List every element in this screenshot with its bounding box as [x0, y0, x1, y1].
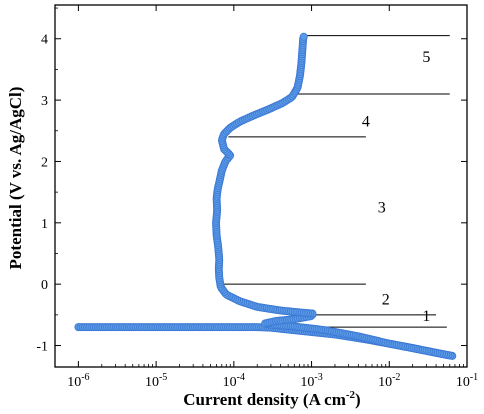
- y-tick-label: 1: [41, 217, 48, 232]
- annotation-label-5: 5: [422, 49, 430, 66]
- x-axis-title-superscript: -2: [346, 389, 356, 401]
- annotation-label-2: 2: [382, 292, 390, 309]
- x-axis: 10-6 10-5 10-4 10-3 10-2 10-1: [67, 5, 478, 390]
- y-axis: -1 0 1 2 3 4: [36, 7, 467, 355]
- annotation-label-3: 3: [378, 199, 386, 216]
- data-point: [299, 32, 308, 41]
- y-tick-label: 0: [41, 278, 48, 293]
- x-axis-title: Current density (A cm-2): [183, 389, 360, 409]
- y-axis-title: Potential (V vs. Ag/AgCl): [6, 87, 25, 270]
- y-tick-label: 2: [41, 155, 48, 170]
- y-tick-label: 4: [41, 33, 48, 48]
- annotation-layer: 1 2 3 4 5: [220, 35, 450, 328]
- x-tick-label: 10-1: [456, 372, 478, 390]
- x-tick-label: 10-4: [223, 372, 245, 390]
- x-tick-label: 10-5: [145, 372, 167, 390]
- x-axis-title-suffix: ): [355, 390, 361, 409]
- x-tick-label: 10-2: [378, 372, 400, 390]
- y-tick-label: 3: [41, 94, 48, 109]
- annotation-label-1: 1: [422, 308, 430, 325]
- x-tick-label: 10-3: [300, 372, 322, 390]
- plot-frame: [54, 4, 468, 368]
- y-tick-label: -1: [36, 340, 48, 355]
- series-layer: [74, 32, 457, 360]
- plot-border: [54, 4, 468, 368]
- x-tick-label: 10-6: [67, 372, 89, 390]
- annotation-label-4: 4: [362, 114, 370, 131]
